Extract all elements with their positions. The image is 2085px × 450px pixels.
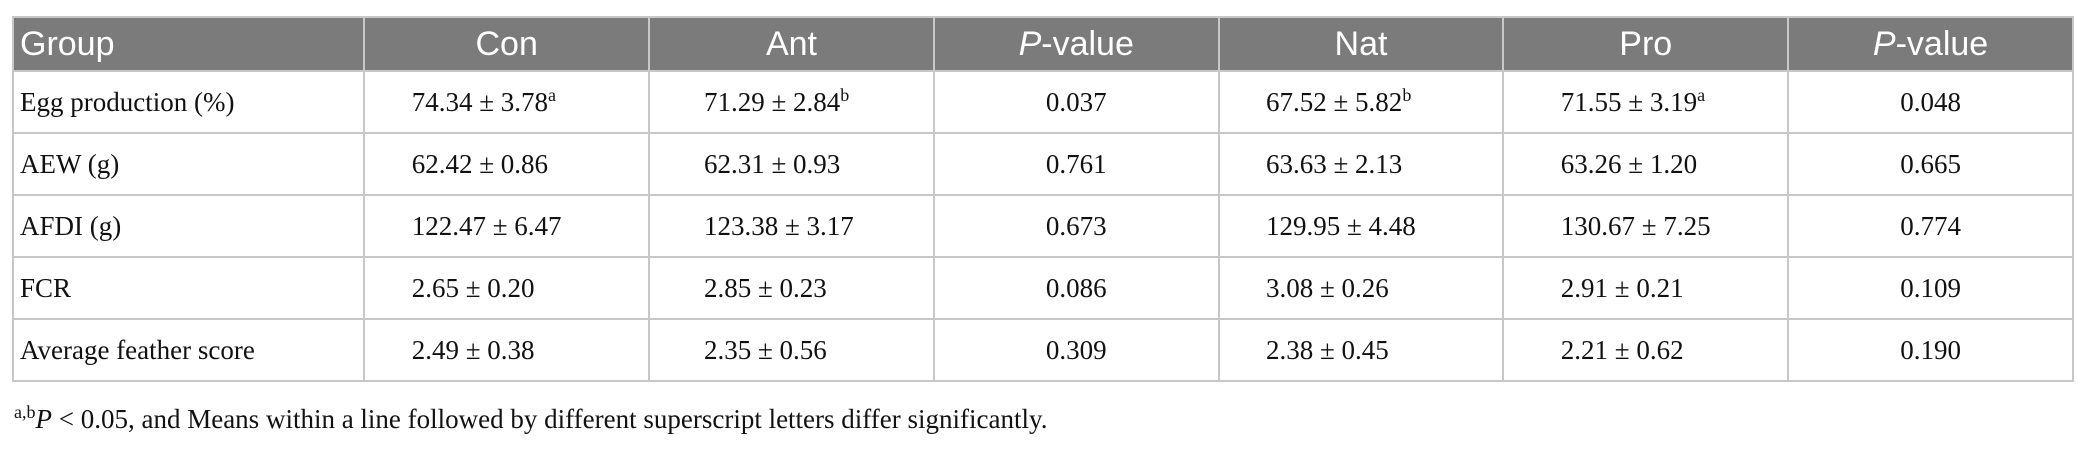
table-row: AFDI (g) 122.47 ± 6.47 123.38 ± 3.17 0.6… — [11, 194, 2074, 258]
cell-ant-value: 2.35 ± 0.56 — [703, 334, 827, 365]
cell-con: 122.47 ± 6.47 — [363, 194, 651, 258]
cell-ant: 123.38 ± 3.17 — [648, 194, 935, 258]
cell-nat: 63.63 ± 2.13 — [1217, 132, 1505, 196]
table-container: Group Con Ant P-value Nat Pro P-value Eg… — [11, 16, 2074, 435]
cell-ant-value: 123.38 ± 3.17 — [703, 210, 854, 241]
header-p-value-1-rest: -value — [1041, 24, 1134, 63]
table-body: Egg production (%) 74.34 ± 3.78a 71.29 ±… — [11, 70, 2074, 382]
cell-nat: 129.95 ± 4.48 — [1217, 194, 1505, 258]
cell-nat-value: 3.08 ± 0.26 — [1265, 272, 1389, 303]
cell-pro-value: 2.91 ± 0.21 — [1560, 272, 1684, 303]
cell-con-value: 122.47 ± 6.47 — [411, 210, 562, 241]
data-table: Group Con Ant P-value Nat Pro P-value Eg… — [11, 16, 2074, 382]
cell-ant-value: 62.31 ± 0.93 — [703, 148, 841, 179]
cell-pro-value: 71.55 ± 3.19 — [1560, 86, 1698, 117]
cell-nat-sup: b — [1402, 84, 1412, 105]
row-label: Egg production (%) — [11, 70, 366, 134]
header-p-value-1-italic: P — [1018, 24, 1042, 63]
header-ant: Ant — [648, 16, 935, 72]
cell-nat-value: 129.95 ± 4.48 — [1265, 210, 1416, 241]
header-pro: Pro — [1502, 16, 1790, 72]
cell-con-value: 2.49 ± 0.38 — [411, 334, 535, 365]
cell-p-value-1: 0.761 — [932, 132, 1220, 196]
cell-con-value: 74.34 ± 3.78 — [411, 86, 549, 117]
cell-pro-value: 63.26 ± 1.20 — [1560, 148, 1698, 179]
cell-ant-value: 71.29 ± 2.84 — [703, 86, 841, 117]
cell-nat: 2.38 ± 0.45 — [1217, 318, 1505, 382]
cell-pro: 63.26 ± 1.20 — [1502, 132, 1790, 196]
table-row: Egg production (%) 74.34 ± 3.78a 71.29 ±… — [11, 70, 2074, 134]
row-label: AEW (g) — [11, 132, 366, 196]
cell-ant: 62.31 ± 0.93 — [648, 132, 935, 196]
header-row: Group Con Ant P-value Nat Pro P-value — [11, 16, 2074, 72]
cell-p-value-2: 0.048 — [1787, 70, 2074, 134]
cell-p-value-2: 0.190 — [1787, 318, 2074, 382]
cell-con: 62.42 ± 0.86 — [363, 132, 651, 196]
cell-ant: 71.29 ± 2.84b — [648, 70, 935, 134]
cell-ant-sup: b — [840, 84, 850, 105]
cell-nat-value: 2.38 ± 0.45 — [1265, 334, 1389, 365]
footnote-superscript: a,b — [14, 402, 36, 422]
cell-pro: 71.55 ± 3.19a — [1502, 70, 1790, 134]
table-row: AEW (g) 62.42 ± 0.86 62.31 ± 0.93 0.761 … — [11, 132, 2074, 196]
table-row: Average feather score 2.49 ± 0.38 2.35 ±… — [11, 318, 2074, 382]
cell-nat-value: 63.63 ± 2.13 — [1265, 148, 1403, 179]
table-row: FCR 2.65 ± 0.20 2.85 ± 0.23 0.086 3.08 ±… — [11, 256, 2074, 320]
cell-p-value-2: 0.109 — [1787, 256, 2074, 320]
cell-p-value-1: 0.309 — [932, 318, 1220, 382]
cell-p-value-2: 0.665 — [1787, 132, 2074, 196]
cell-nat: 67.52 ± 5.82b — [1217, 70, 1505, 134]
cell-pro: 2.21 ± 0.62 — [1502, 318, 1790, 382]
cell-pro-value: 2.21 ± 0.62 — [1560, 334, 1684, 365]
cell-con: 74.34 ± 3.78a — [363, 70, 651, 134]
header-con: Con — [363, 16, 651, 72]
cell-con: 2.49 ± 0.38 — [363, 318, 651, 382]
header-p-value-2-rest: -value — [1895, 24, 1989, 63]
cell-con-value: 2.65 ± 0.20 — [411, 272, 535, 303]
header-nat: Nat — [1217, 16, 1505, 72]
cell-pro-sup: a — [1697, 84, 1706, 105]
cell-con-value: 62.42 ± 0.86 — [411, 148, 549, 179]
header-p-value-2-italic: P — [1872, 24, 1896, 63]
cell-ant: 2.35 ± 0.56 — [648, 318, 935, 382]
cell-p-value-1: 0.086 — [932, 256, 1220, 320]
cell-p-value-1: 0.037 — [932, 70, 1220, 134]
header-group: Group — [11, 16, 366, 72]
cell-pro: 2.91 ± 0.21 — [1502, 256, 1790, 320]
cell-pro: 130.67 ± 7.25 — [1502, 194, 1790, 258]
row-label: FCR — [11, 256, 366, 320]
cell-nat-value: 67.52 ± 5.82 — [1265, 86, 1403, 117]
footnote-text: < 0.05, and Means within a line followed… — [52, 404, 1048, 434]
cell-p-value-1: 0.673 — [932, 194, 1220, 258]
cell-pro-value: 130.67 ± 7.25 — [1560, 210, 1711, 241]
cell-con-sup: a — [548, 84, 557, 105]
table-footnote: a,bP < 0.05, and Means within a line fol… — [12, 402, 2074, 435]
row-label: Average feather score — [11, 318, 366, 382]
cell-ant-value: 2.85 ± 0.23 — [703, 272, 827, 303]
footnote-p-italic: P — [35, 404, 53, 434]
cell-con: 2.65 ± 0.20 — [363, 256, 651, 320]
header-p-value-1: P-value — [932, 16, 1220, 72]
cell-ant: 2.85 ± 0.23 — [648, 256, 935, 320]
cell-p-value-2: 0.774 — [1787, 194, 2074, 258]
header-p-value-2: P-value — [1787, 16, 2074, 72]
row-label: AFDI (g) — [11, 194, 366, 258]
cell-nat: 3.08 ± 0.26 — [1217, 256, 1505, 320]
